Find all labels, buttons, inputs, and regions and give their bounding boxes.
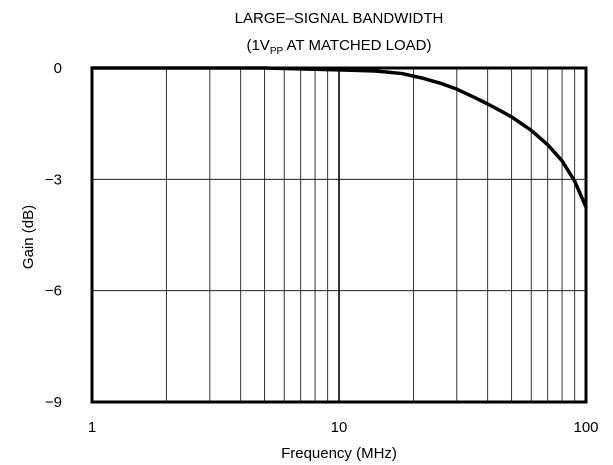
x-axis-label: Frequency (MHz) — [281, 445, 397, 462]
grid — [92, 68, 586, 402]
plot-frame — [90, 66, 588, 404]
y-tick-label: 0 — [54, 60, 62, 77]
chart-title-line2-prefix: (1V — [246, 37, 269, 54]
x-tick-label: 10 — [331, 419, 348, 436]
chart-title-line1: LARGE–SIGNAL BANDWIDTH — [235, 10, 444, 27]
chart-title-line2-subscript: PP — [270, 46, 284, 57]
x-tick-label: 1 — [88, 419, 96, 436]
chart-title-line2: (1VPP AT MATCHED LOAD) — [246, 37, 431, 57]
chart-title-line2-suffix: AT MATCHED LOAD) — [283, 37, 431, 54]
y-tick-label: −6 — [45, 283, 62, 300]
tick-labels: 0 −3 −6 −9 1 10 100 — [45, 60, 599, 436]
y-tick-label: −3 — [45, 171, 62, 188]
y-axis-label: Gain (dB) — [20, 205, 37, 269]
series-line-gain — [90, 66, 588, 209]
x-tick-label: 100 — [573, 419, 598, 436]
y-tick-label: −9 — [45, 394, 62, 411]
